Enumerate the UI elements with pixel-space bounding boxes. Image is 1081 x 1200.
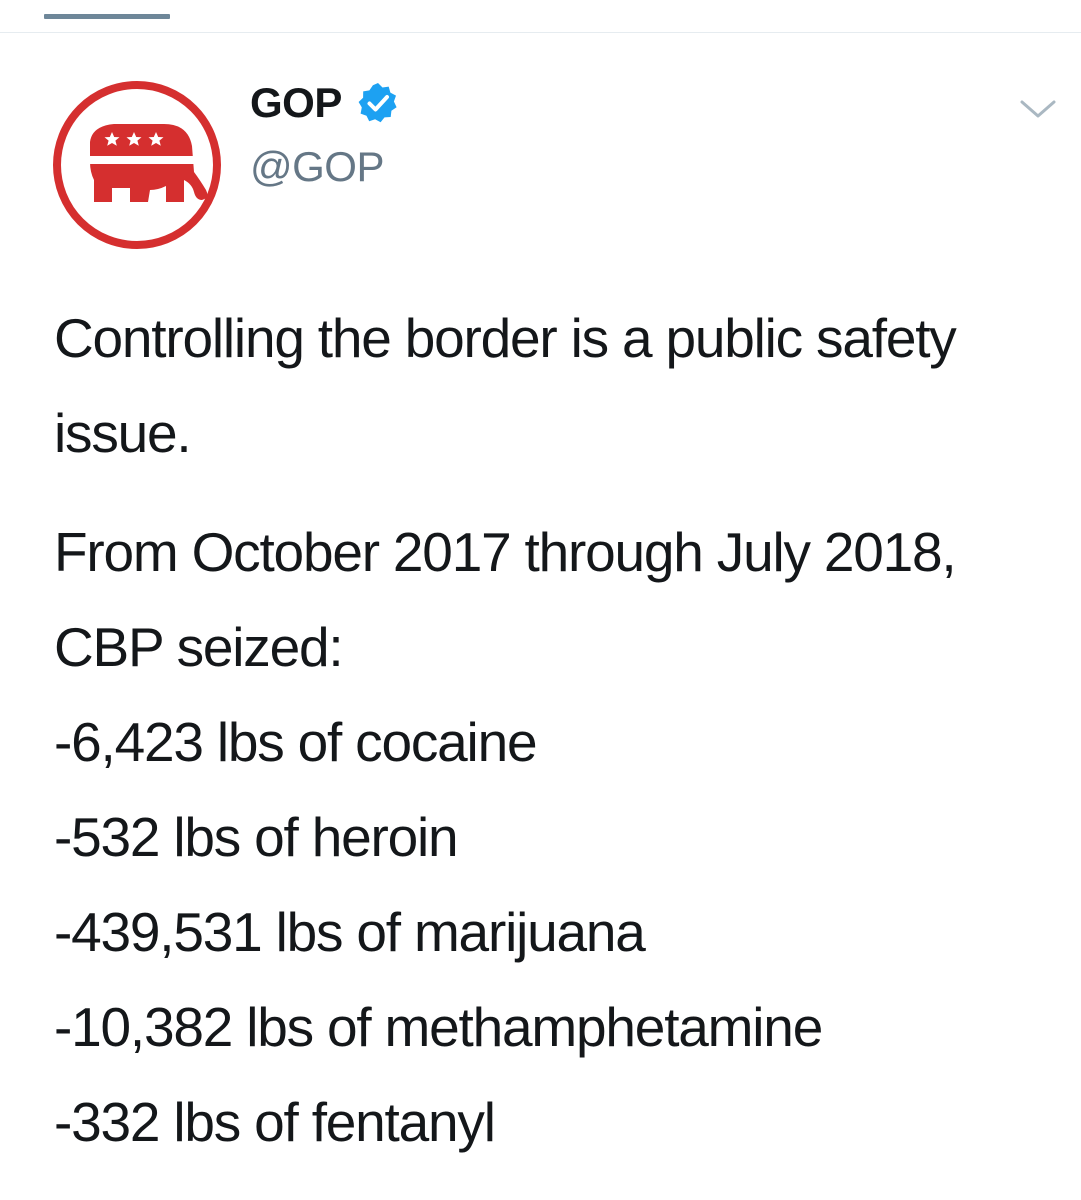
tweet-line: -10,382 lbs of methamphetamine — [54, 996, 823, 1058]
chevron-down-icon[interactable] — [1018, 97, 1058, 121]
tweet-line: -6,423 lbs of cocaine — [54, 711, 538, 773]
tweet-author[interactable]: GOP @GOP — [250, 78, 400, 192]
avatar[interactable] — [52, 80, 222, 250]
tweet-paragraph: Controlling the border is a public safet… — [54, 307, 957, 464]
active-tab-indicator — [44, 14, 170, 19]
tweet-text: Controlling the border is a public safet… — [54, 291, 1044, 1170]
republican-elephant-logo — [53, 81, 221, 249]
tweet-line: -532 lbs of heroin — [54, 806, 459, 868]
author-name-row: GOP — [250, 78, 400, 128]
tweet-line: -439,531 lbs of marijuana — [54, 901, 646, 963]
author-handle[interactable]: @GOP — [250, 143, 384, 190]
verified-check-icon — [358, 83, 397, 123]
tweet-card[interactable]: GOP @GOP Controlling the border is a pub… — [0, 33, 1081, 1200]
tweet-line: -332 lbs of fentanyl — [54, 1091, 496, 1153]
paragraph-spacer — [54, 481, 1044, 505]
header-divider — [0, 32, 1081, 33]
author-display-name[interactable]: GOP — [250, 79, 342, 126]
tweet-line: From October 2017 through July 2018, CBP… — [54, 521, 957, 678]
